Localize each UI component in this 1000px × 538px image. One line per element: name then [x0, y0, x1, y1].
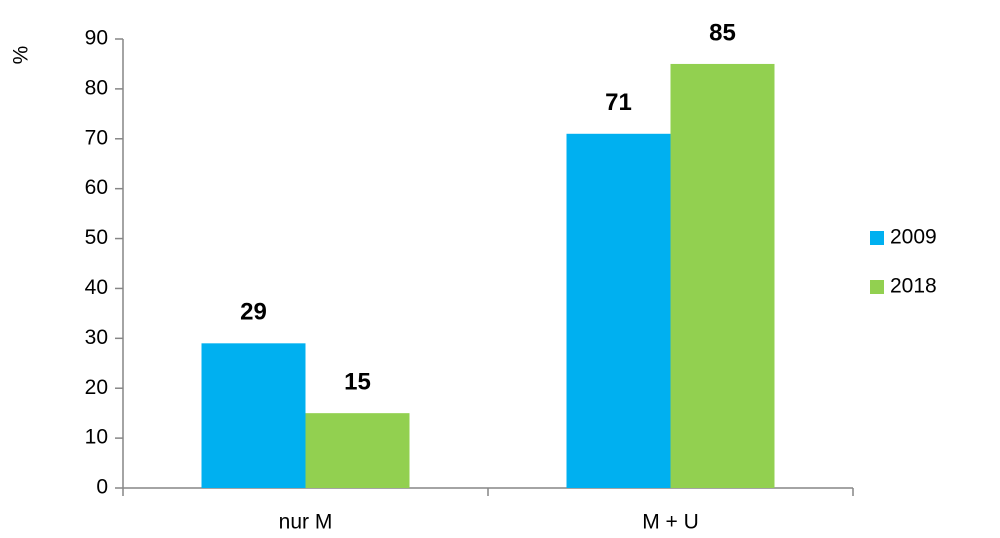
- x-tick-label: nur M: [279, 511, 333, 534]
- x-tick-label: M + U: [642, 511, 699, 534]
- y-axis-label: %: [10, 46, 33, 65]
- legend-label: 2018: [890, 275, 937, 298]
- data-label: 15: [344, 369, 371, 396]
- legend-label: 2009: [890, 226, 937, 249]
- y-tick-label: 0: [96, 476, 108, 499]
- data-label: 29: [240, 299, 267, 326]
- bar: [201, 343, 306, 488]
- y-tick-label: 30: [85, 326, 108, 349]
- y-tick-label: 10: [85, 426, 108, 449]
- data-label: 85: [709, 19, 736, 46]
- y-tick-label: 70: [85, 126, 108, 149]
- bar: [566, 133, 671, 489]
- y-tick-label: 50: [85, 226, 108, 249]
- bar: [670, 63, 775, 488]
- bar: [305, 413, 410, 488]
- legend-swatch: [870, 280, 884, 294]
- y-tick-label: 90: [85, 27, 108, 50]
- data-label: 71: [605, 89, 632, 116]
- y-tick-label: 40: [85, 276, 108, 299]
- y-tick-label: 80: [85, 76, 108, 99]
- legend-swatch: [870, 231, 884, 245]
- y-tick-label: 60: [85, 176, 108, 199]
- y-tick-label: 20: [85, 376, 108, 399]
